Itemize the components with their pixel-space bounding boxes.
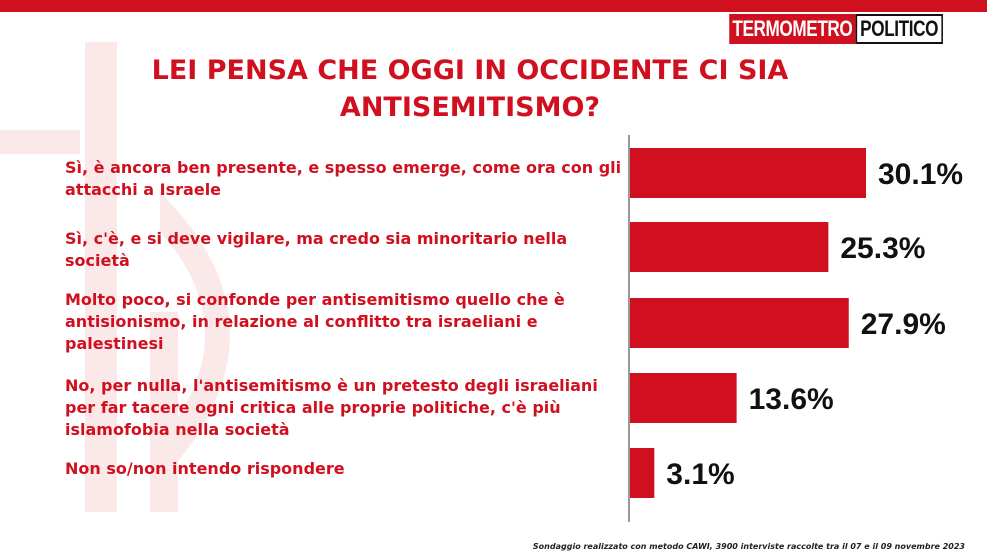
value-label-3: 27.9%	[861, 308, 946, 341]
value-label-5: 3.1%	[666, 458, 734, 491]
chart-title-line2: ANTISEMITISMO?	[339, 92, 601, 123]
value-label-1: 30.1%	[878, 158, 963, 191]
bar-4	[630, 373, 737, 423]
category-label-4: No, per nulla, l'antisemitismo è un pret…	[65, 376, 598, 439]
bar-5	[630, 448, 655, 498]
brand-logo-part1: TERMOMETRO	[729, 14, 856, 44]
brand-logo-part2: POLITICO	[855, 14, 943, 44]
bar-3	[630, 298, 849, 348]
value-label-4: 13.6%	[749, 383, 834, 416]
bar-2	[630, 222, 829, 272]
background-decoration	[0, 42, 230, 512]
bar-1	[630, 148, 866, 198]
chart-title-line1: LEI PENSA CHE OGGI IN OCCIDENTE CI SIA	[151, 55, 789, 86]
top-accent-bar	[0, 0, 987, 12]
category-label-1: Sì, è ancora ben presente, e spesso emer…	[65, 158, 622, 199]
category-label-3: Molto poco, si confonde per antisemitism…	[65, 290, 565, 353]
category-label-5: Non so/non intendo rispondere	[65, 459, 345, 478]
footnote: Sondaggio realizzato con metodo CAWI, 39…	[532, 542, 965, 551]
category-label-2: Sì, c'è, e si deve vigilare, ma credo si…	[65, 229, 568, 270]
brand-logo: TERMOMETRO POLITICO	[729, 14, 943, 44]
chart-title: LEI PENSA CHE OGGI IN OCCIDENTE CI SIA A…	[90, 52, 850, 126]
value-label-2: 25.3%	[840, 232, 925, 265]
